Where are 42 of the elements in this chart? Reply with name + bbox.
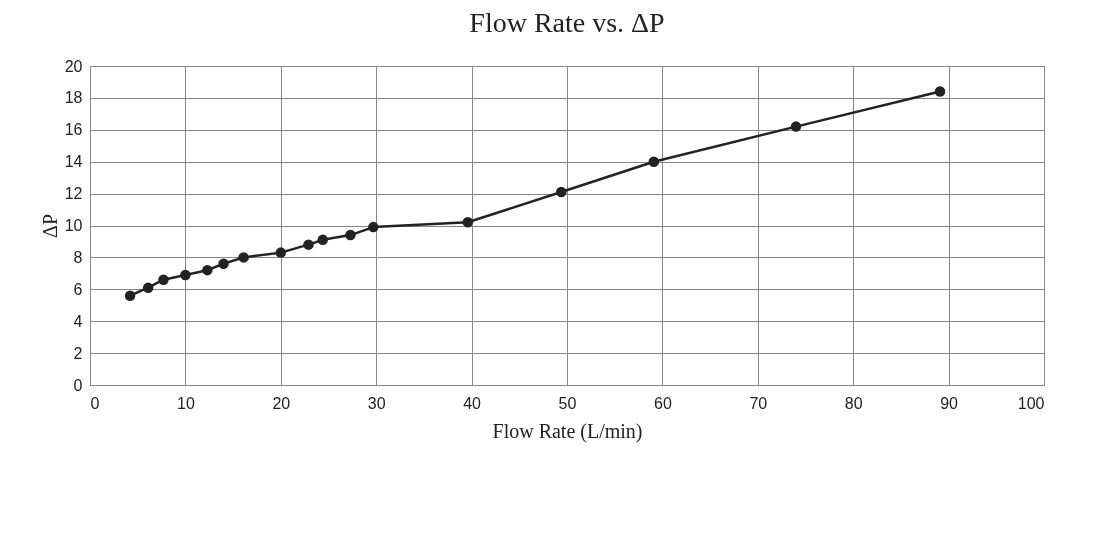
x-tick-label: 60	[654, 394, 672, 412]
point	[275, 247, 287, 258]
y-tick-label: 4	[73, 312, 83, 330]
point	[368, 221, 379, 233]
y-tick-label: 18	[64, 89, 83, 107]
x-tick-label: 40	[463, 394, 482, 412]
point	[345, 229, 356, 241]
y-tick-label: 16	[64, 121, 83, 139]
point	[142, 282, 154, 293]
x-axis-title: Flow Rate (L/min)	[492, 419, 643, 443]
point	[158, 274, 169, 285]
x-tick-label: 10	[177, 394, 195, 412]
point	[317, 234, 329, 246]
y-axis-title: ΔP	[38, 214, 61, 238]
point	[238, 252, 249, 263]
point	[462, 217, 474, 228]
x-tick-label: 50	[558, 394, 577, 412]
y-tick-label: 20	[64, 57, 83, 75]
y-tick-label: 14	[64, 153, 83, 171]
x-tick-label: 70	[749, 394, 768, 412]
x-tick-label: 30	[367, 394, 386, 412]
y-tick-label: 12	[64, 185, 83, 203]
point	[180, 269, 191, 281]
x-tick-label: 80	[844, 394, 863, 412]
point	[218, 258, 229, 270]
point	[648, 156, 660, 167]
point	[303, 239, 314, 250]
point	[790, 121, 802, 132]
x-tick-label: 90	[940, 394, 959, 412]
point	[124, 290, 136, 301]
chart-title: Flow Rate vs. ΔP	[469, 7, 665, 38]
point	[934, 86, 946, 97]
y-tick-label: 10	[64, 217, 83, 234]
y-tick-label: 0	[73, 376, 83, 394]
y-tick-label: 2	[73, 344, 83, 362]
point	[556, 186, 567, 198]
y-tick-label: 8	[73, 248, 83, 266]
y-tick-label: 6	[73, 280, 83, 298]
point	[202, 264, 213, 276]
x-tick-label: 0	[90, 394, 100, 412]
x-tick-label: 100	[1017, 394, 1045, 412]
x-tick-label: 20	[272, 394, 291, 412]
